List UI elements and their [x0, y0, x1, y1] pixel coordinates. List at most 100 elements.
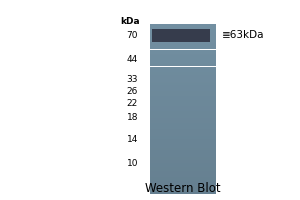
Bar	[150, 109, 216, 110]
Bar	[150, 62, 216, 63]
Bar	[150, 36, 216, 37]
Bar	[150, 191, 216, 192]
Bar	[150, 76, 216, 77]
Bar	[150, 71, 216, 72]
Text: 22: 22	[127, 98, 138, 108]
Bar	[150, 89, 216, 90]
Bar	[150, 177, 216, 178]
Bar	[150, 123, 216, 124]
Text: 10: 10	[127, 158, 138, 168]
Bar	[150, 31, 216, 32]
Bar	[150, 26, 216, 27]
Bar	[150, 80, 216, 81]
Bar	[150, 63, 216, 64]
Text: 26: 26	[127, 86, 138, 96]
Bar	[150, 67, 216, 68]
Text: 70: 70	[127, 30, 138, 40]
Bar	[150, 111, 216, 112]
Bar	[150, 90, 216, 91]
Bar	[150, 29, 216, 30]
Bar	[150, 132, 216, 133]
Bar	[150, 33, 216, 34]
Bar	[150, 32, 216, 33]
Bar	[150, 190, 216, 191]
Bar	[150, 157, 216, 158]
Bar	[150, 53, 216, 54]
Bar	[150, 27, 216, 28]
Bar	[150, 176, 216, 177]
Bar	[150, 160, 216, 161]
Bar	[150, 97, 216, 98]
Bar	[150, 161, 216, 162]
Bar	[150, 167, 216, 168]
Bar	[150, 70, 216, 71]
Bar	[150, 42, 216, 43]
Bar	[150, 38, 216, 39]
Bar	[150, 174, 216, 175]
Bar	[150, 165, 216, 166]
Bar	[150, 51, 216, 52]
Bar	[150, 166, 216, 167]
Bar	[150, 28, 216, 29]
Bar	[150, 99, 216, 100]
Bar	[150, 147, 216, 148]
Bar	[150, 103, 216, 104]
Bar	[150, 155, 216, 156]
Bar	[150, 105, 216, 106]
Bar	[150, 59, 216, 60]
Bar	[150, 182, 216, 183]
Bar	[150, 148, 216, 149]
Bar	[150, 110, 216, 111]
Bar	[150, 107, 216, 108]
Bar	[150, 86, 216, 87]
Bar	[150, 91, 216, 92]
Bar	[150, 60, 216, 61]
Bar	[150, 61, 216, 62]
Bar	[150, 119, 216, 120]
Bar	[150, 68, 216, 69]
Bar	[150, 57, 216, 58]
Bar	[150, 25, 216, 26]
Bar	[150, 46, 216, 47]
Bar	[150, 104, 216, 105]
Bar	[150, 112, 216, 113]
Bar	[150, 106, 216, 107]
Bar	[150, 149, 216, 150]
Bar	[150, 101, 216, 102]
Bar	[150, 84, 216, 85]
Bar	[150, 48, 216, 49]
Bar	[150, 35, 216, 36]
Bar	[150, 58, 216, 59]
Bar	[150, 83, 216, 84]
Bar	[150, 72, 216, 73]
Bar	[150, 125, 216, 126]
Bar	[150, 50, 216, 51]
Bar	[150, 79, 216, 80]
Bar	[150, 113, 216, 114]
Bar	[150, 163, 216, 164]
Bar	[150, 120, 216, 121]
Bar	[150, 151, 216, 152]
Bar	[150, 44, 216, 45]
Bar	[150, 171, 216, 172]
Bar	[150, 169, 216, 170]
Bar	[150, 37, 216, 38]
Bar	[150, 162, 216, 163]
Bar	[150, 30, 216, 31]
Bar	[150, 43, 216, 44]
Bar	[150, 88, 216, 89]
Bar	[150, 77, 216, 78]
Bar	[150, 92, 216, 93]
Bar	[150, 164, 216, 165]
Bar	[150, 75, 216, 76]
Bar	[150, 98, 216, 99]
Bar	[150, 115, 216, 116]
Bar	[150, 82, 216, 83]
Bar	[150, 93, 216, 94]
Bar	[150, 189, 216, 190]
Bar	[150, 94, 216, 95]
Bar	[150, 40, 216, 41]
Bar	[150, 100, 216, 101]
Bar	[152, 29, 210, 42]
Bar	[150, 145, 216, 146]
